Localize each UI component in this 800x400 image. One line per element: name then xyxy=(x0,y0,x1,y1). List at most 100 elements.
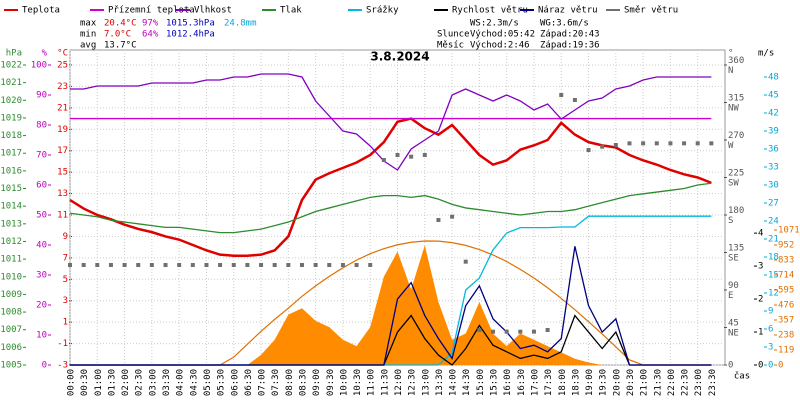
y-tick-label: 9 xyxy=(63,232,68,242)
legend-label: Teplota xyxy=(22,6,60,16)
stat-text: 1015.3hPa xyxy=(166,19,215,29)
radiation-area xyxy=(70,245,712,365)
direction-point xyxy=(545,328,550,332)
axis-unit: % xyxy=(42,49,48,59)
x-tick-label: 13:00 xyxy=(421,369,431,396)
y-tick-label: 25 xyxy=(57,61,68,71)
x-tick-label: 06:00 xyxy=(230,369,240,396)
direction-point xyxy=(654,141,659,146)
y-tick-label: 1012 xyxy=(0,237,22,247)
direction-point xyxy=(422,153,427,157)
direction-point xyxy=(272,263,277,267)
x-tick-label: 01:00 xyxy=(94,369,104,396)
x-tick-label: 08:00 xyxy=(285,369,295,396)
direction-point xyxy=(477,328,482,332)
direction-point xyxy=(559,93,564,97)
x-tick-label: 07:30 xyxy=(271,369,281,396)
direction-point xyxy=(299,263,304,267)
x-tick-label: 21:30 xyxy=(653,369,663,396)
y-tick-label-part: 135 xyxy=(728,243,744,253)
y-tick-label-part: 270 xyxy=(728,131,744,141)
y-tick-label: 1022 xyxy=(0,61,22,71)
y-tick-label: 1005 xyxy=(0,361,22,371)
legend-label: Rychlost větru xyxy=(452,6,528,16)
y-tick-label: 60 xyxy=(36,181,47,191)
axis-unit: ° xyxy=(728,49,733,59)
y-tick-label-part: NE xyxy=(728,328,739,338)
direction-point xyxy=(313,263,318,267)
info-text: Slunce xyxy=(437,30,470,40)
x-tick-label: 14:30 xyxy=(462,369,472,396)
stat-text: 97% xyxy=(142,19,159,29)
axis-unit: m/s xyxy=(758,49,774,59)
x-tick-label: 15:00 xyxy=(476,369,486,396)
y-tick-label: 1013 xyxy=(0,219,22,229)
direction-point xyxy=(709,141,714,146)
y-tick-label: 21 xyxy=(768,235,779,245)
direction-point xyxy=(340,263,345,267)
x-tick-label: 09:30 xyxy=(326,369,336,396)
direction-point xyxy=(204,263,209,267)
y-tick-label: 1008 xyxy=(0,308,22,318)
legend-label: Tlak xyxy=(280,6,302,16)
y-tick-label: 135 SE xyxy=(728,243,744,263)
x-tick-label: 04:00 xyxy=(176,369,186,396)
stat-text: 20.4°C xyxy=(104,19,137,29)
direction-point xyxy=(190,263,195,267)
info-text: Východ:05:42 xyxy=(470,30,535,40)
direction-point xyxy=(149,263,154,267)
y-tick-label: 12 xyxy=(768,289,779,299)
x-tick-label: 19:00 xyxy=(585,369,595,396)
x-axis-label: čas xyxy=(734,371,750,382)
x-tick-label: 11:00 xyxy=(367,369,377,396)
x-tick-label: 02:30 xyxy=(135,369,145,396)
y-tick-label: 1011 xyxy=(0,255,22,265)
direction-point xyxy=(259,263,264,267)
y-tick-label: 1006 xyxy=(0,343,22,353)
y-tick-label-part: 360 xyxy=(728,56,744,66)
y-tick-label: 11 xyxy=(57,211,68,221)
direction-point xyxy=(177,263,182,267)
x-tick-label: 12:30 xyxy=(408,369,418,396)
direction-point xyxy=(95,263,100,267)
y-tick-label: 1 xyxy=(63,318,68,328)
y-tick-label: 18 xyxy=(768,253,779,263)
direction-point xyxy=(409,154,414,159)
y-tick-label: 952 xyxy=(778,241,794,251)
y-tick-label: 30 xyxy=(36,271,47,281)
x-tick-label: 00:30 xyxy=(80,369,90,396)
y-tick-label: 17 xyxy=(57,146,68,156)
y-tick-label: 180 S xyxy=(728,206,744,226)
direction-point xyxy=(327,263,332,267)
x-tick-label: 17:30 xyxy=(544,369,554,396)
info-text: Měsíc xyxy=(437,41,464,51)
direction-point xyxy=(504,329,509,334)
x-tick-label: 20:00 xyxy=(612,369,622,396)
direction-point xyxy=(531,329,536,334)
y-tick-label: 0 xyxy=(42,361,47,371)
direction-point xyxy=(682,141,687,146)
y-tick-label: 1010 xyxy=(0,272,22,282)
direction-point xyxy=(286,263,291,267)
y-tick-label-part: E xyxy=(728,291,733,301)
info-text: WS:2.3m/s xyxy=(470,19,519,29)
x-tick-label: 13:30 xyxy=(435,369,445,396)
direction-point xyxy=(518,329,523,334)
y-tick-label: 595 xyxy=(778,286,794,296)
series-line xyxy=(69,117,712,257)
x-tick-label: 06:30 xyxy=(244,369,254,396)
x-tick-label: 14:00 xyxy=(449,369,459,396)
direction-point xyxy=(463,259,468,264)
x-tick-label: 17:00 xyxy=(530,369,540,396)
direction-point xyxy=(450,214,455,219)
y-tick-label: 476 xyxy=(778,301,794,311)
series-line xyxy=(70,246,712,366)
y-tick-label: 80 xyxy=(36,121,47,131)
direction-point xyxy=(245,263,250,267)
direction-point xyxy=(68,263,72,267)
legend-label: Přízemní teplota xyxy=(108,6,195,16)
direction-point xyxy=(572,98,577,102)
direction-point xyxy=(381,158,386,162)
direction-point xyxy=(231,263,236,267)
y-tick-label: 1009 xyxy=(0,290,22,300)
